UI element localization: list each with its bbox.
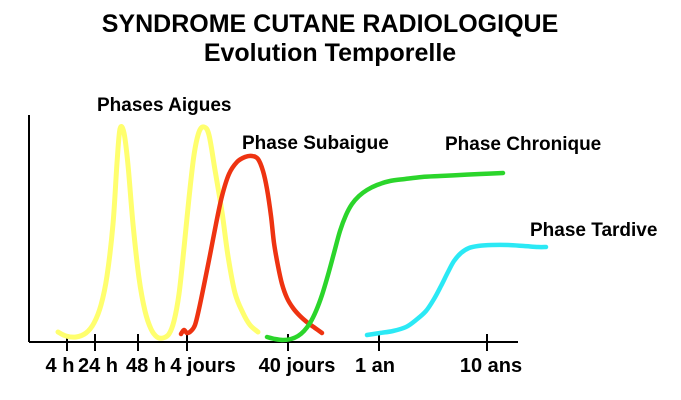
title-block: SYNDROME CUTANE RADIOLOGIQUE Evolution T…: [0, 10, 660, 68]
curve-phase-chronique: [264, 170, 506, 343]
curve-phases-aigues: [55, 123, 261, 341]
chart-title: SYNDROME CUTANE RADIOLOGIQUE: [101, 10, 559, 38]
curve-phase-subaigue: [178, 153, 325, 337]
curve-phase-tardive: [364, 242, 549, 338]
chart-subtitle: Evolution Temporelle: [203, 39, 457, 67]
